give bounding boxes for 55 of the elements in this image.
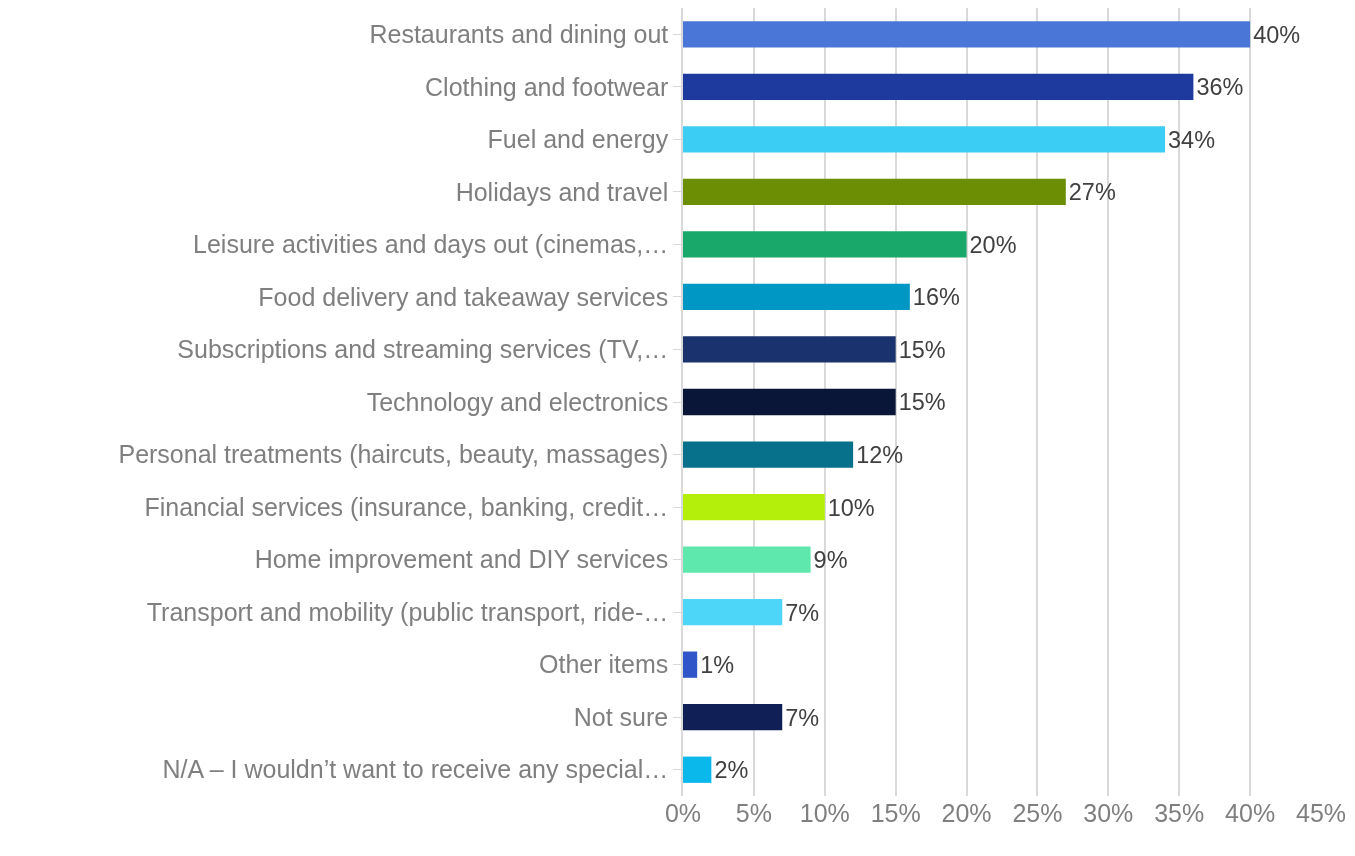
y-tick-label: Leisure activities and days out (cinemas,…	[193, 230, 669, 259]
data-label: 2%	[714, 757, 749, 784]
bar	[683, 441, 854, 468]
data-label: 7%	[785, 599, 820, 626]
data-label: 10%	[827, 494, 875, 521]
bar	[683, 546, 811, 573]
y-tick-label: Restaurants and dining out	[369, 20, 669, 49]
bar	[683, 493, 825, 521]
data-label: 27%	[1068, 179, 1116, 206]
data-label: 15%	[898, 336, 946, 363]
data-label: 15%	[898, 389, 946, 416]
bar	[683, 126, 1166, 153]
y-tick-label: Technology and electronics	[366, 387, 669, 416]
x-tick-label: 20%	[941, 799, 992, 827]
y-tick-label: Clothing and footwear	[425, 72, 669, 101]
y-tick-label: Financial services (insurance, banking, credit…	[144, 492, 669, 521]
bar	[683, 756, 712, 783]
bar	[683, 651, 698, 678]
bar	[683, 704, 783, 731]
data-label: 7%	[785, 704, 820, 731]
bar	[683, 336, 896, 363]
data-label: 20%	[969, 231, 1017, 258]
data-label: 34%	[1168, 126, 1215, 153]
data-label: 36%	[1196, 74, 1244, 101]
y-tick-label: Fuel and energy	[487, 125, 669, 154]
data-label: 9%	[813, 547, 848, 574]
x-tick-label: 30%	[1083, 799, 1134, 827]
y-tick-label: Not sure	[573, 702, 669, 731]
data-label: 16%	[912, 284, 960, 311]
bar	[683, 178, 1066, 205]
x-tick-label: 25%	[1012, 799, 1063, 827]
data-label: 12%	[856, 441, 904, 468]
y-tick-label: Food delivery and takeaway services	[258, 282, 669, 311]
bar	[683, 73, 1194, 100]
y-tick-label: Other items	[539, 650, 669, 679]
y-tick-label: Holidays and travel	[455, 177, 669, 206]
x-tick-label: 40%	[1225, 799, 1276, 827]
x-tick-label: 35%	[1154, 799, 1205, 827]
bar	[683, 231, 967, 258]
x-tick-label: 10%	[799, 799, 850, 827]
bar	[683, 283, 910, 311]
x-tick-label: 15%	[870, 799, 921, 827]
bar	[683, 599, 783, 626]
y-tick-label: N/A – I wouldn’t want to receive any special…	[162, 755, 669, 784]
data-label: 1%	[700, 652, 735, 679]
bar	[683, 21, 1251, 48]
data-label: 40%	[1253, 21, 1301, 48]
y-tick-label: Personal treatments (haircuts, beauty, massages)	[118, 440, 669, 469]
x-tick-label: 45%	[1295, 799, 1347, 827]
y-tick-label: Home improvement and DIY services	[254, 545, 669, 574]
y-tick-label: Transport and mobility (public transport, ride-…	[146, 597, 669, 626]
bar	[683, 388, 896, 416]
x-tick-label: 0%	[664, 799, 702, 827]
y-tick-label: Subscriptions and streaming services (TV,…	[177, 335, 669, 364]
x-tick-label: 5%	[735, 799, 772, 827]
